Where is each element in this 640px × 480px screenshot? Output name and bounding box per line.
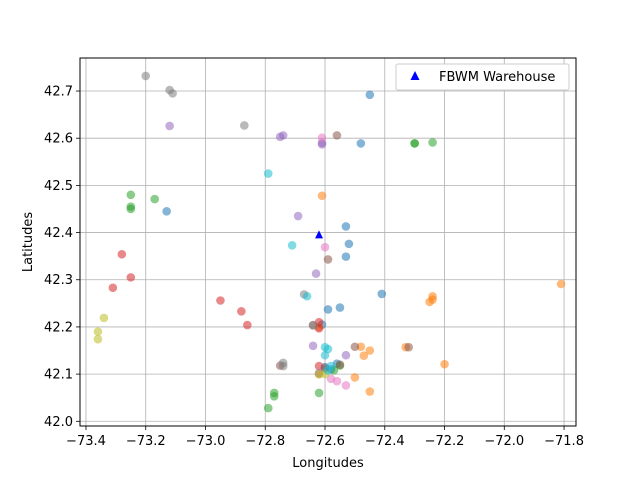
x-tick-label: −73.2: [126, 434, 166, 449]
legend-marker-triangle: [410, 71, 420, 80]
data-point: [326, 374, 336, 384]
data-point: [93, 334, 103, 344]
data-point: [365, 90, 375, 100]
data-point: [269, 391, 279, 401]
data-point: [356, 342, 366, 352]
y-tick-label: 42.5: [44, 179, 73, 194]
data-point: [317, 140, 327, 149]
warehouse-marker: [315, 230, 324, 239]
data-point: [332, 131, 342, 140]
y-tick-label: 42.6: [44, 132, 73, 147]
data-point: [323, 255, 333, 264]
data-point: [275, 132, 285, 142]
plot-frame: [79, 57, 577, 427]
x-axis-label: Longitudes: [292, 456, 364, 471]
data-point: [141, 71, 151, 81]
data-point: [341, 381, 351, 390]
data-point: [302, 291, 312, 301]
data-point: [323, 305, 333, 314]
data-point: [365, 346, 375, 355]
data-point: [341, 252, 351, 261]
data-point: [359, 351, 369, 361]
data-points: [93, 71, 566, 413]
x-tick-label: −72.2: [425, 434, 465, 449]
x-tick-label: −72.4: [365, 434, 405, 449]
data-point: [317, 133, 327, 143]
data-point: [263, 403, 273, 413]
data-point: [556, 279, 566, 289]
data-point: [356, 139, 366, 148]
data-point: [377, 289, 387, 299]
data-point: [237, 307, 246, 316]
data-point: [216, 296, 225, 305]
data-point: [263, 169, 273, 178]
data-point: [278, 361, 288, 371]
data-point: [117, 249, 127, 259]
data-point: [350, 342, 360, 352]
data-point: [323, 366, 333, 375]
data-point: [404, 342, 413, 352]
y-tick-label: 42.7: [44, 85, 73, 100]
y-tick-label: 42.1: [44, 368, 73, 383]
data-point: [314, 369, 324, 379]
data-point: [308, 341, 318, 351]
data-point: [108, 283, 118, 293]
data-point: [162, 207, 171, 216]
axis-ticks: −73.4 −73.2 −73.0 −72.8 −72.6 −72.4 −72.2 −72.0…: [44, 85, 584, 449]
data-point: [344, 239, 354, 249]
legend-label-warehouse: FBWM Warehouse: [439, 70, 555, 85]
y-tick-label: 42.3: [44, 273, 73, 288]
data-point: [365, 387, 375, 396]
data-point: [317, 191, 327, 201]
data-point: [150, 194, 159, 204]
data-point: [126, 190, 136, 200]
y-tick-label: 42.0: [44, 415, 73, 430]
data-point: [314, 388, 324, 398]
x-tick-label: −72.8: [245, 434, 285, 449]
data-point: [126, 273, 136, 282]
x-tick-label: −72.6: [305, 434, 345, 449]
data-point: [240, 121, 249, 130]
x-tick-label: −72.0: [484, 434, 524, 449]
data-point: [440, 359, 449, 369]
data-point: [428, 138, 437, 147]
y-axis-label: Latitudes: [21, 212, 36, 273]
data-point: [99, 313, 109, 323]
data-point: [341, 222, 351, 231]
legend: FBWM Warehouse: [395, 63, 570, 91]
data-point: [311, 269, 321, 278]
data-point: [320, 350, 330, 360]
x-tick-label: −73.0: [186, 434, 226, 449]
data-point: [335, 303, 345, 312]
data-point: [165, 121, 174, 131]
y-tick-label: 42.2: [44, 320, 73, 335]
legend-box: [395, 63, 570, 91]
data-point: [410, 139, 419, 148]
data-point: [335, 360, 345, 369]
data-point: [341, 350, 351, 360]
data-point: [126, 204, 136, 214]
data-point: [168, 89, 177, 98]
data-point: [243, 320, 252, 330]
data-point: [350, 373, 360, 382]
data-point: [320, 242, 330, 252]
data-point: [308, 321, 318, 330]
data-point: [293, 211, 303, 221]
y-tick-label: 42.4: [44, 226, 73, 241]
data-point: [287, 241, 297, 250]
x-tick-label: −73.4: [66, 434, 106, 449]
data-point: [425, 297, 434, 307]
x-tick-label: −71.8: [544, 434, 584, 449]
data-point: [93, 327, 103, 336]
